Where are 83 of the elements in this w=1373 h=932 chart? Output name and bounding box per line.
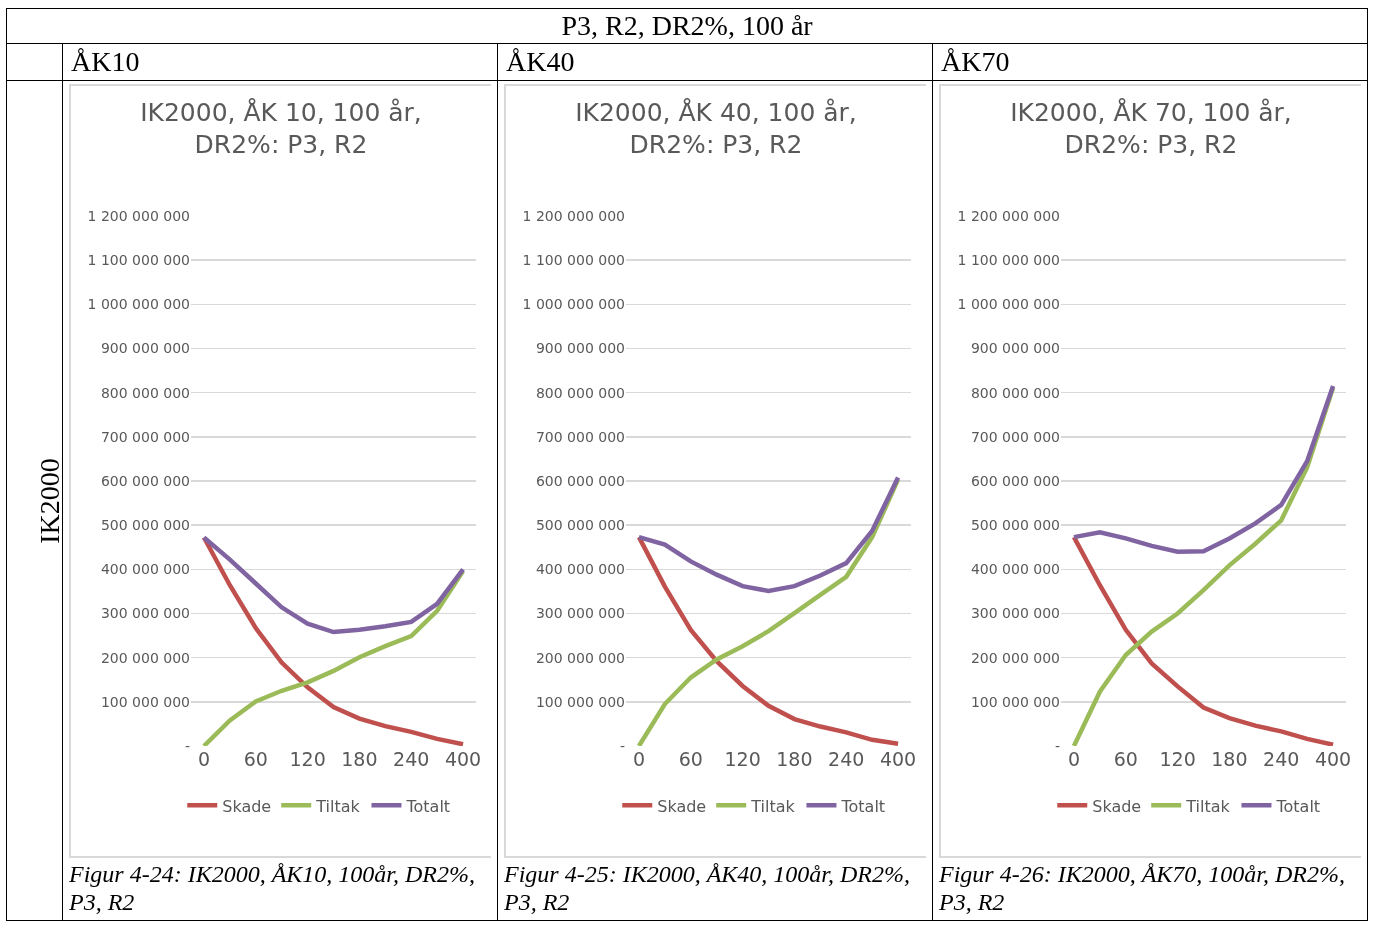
y-tick-label: 900 000 000 [970,340,1060,357]
text: P3, R2, DR2%, 100 år [6,8,1368,44]
chart-title: IK2000, ÅK 40, 100 år, DR2%: P3, R2 [575,97,857,160]
legend-label: Totalt [840,796,886,816]
y-tick-label: 700 000 000 [100,428,190,445]
legend-label: Tiltak [1185,796,1231,816]
y-tick-label: 100 000 000 [535,693,625,710]
x-tick-label: 120 [289,748,326,770]
y-tick-label: 400 000 000 [100,561,190,578]
x-tick-label: 240 [1263,748,1300,770]
y-tick-label: 1 100 000 000 [957,252,1060,269]
x-tick-label: 240 [393,748,430,770]
x-tick-label: 0 [197,748,210,770]
y-tick-label: 500 000 000 [535,517,625,534]
y-tick-label: 700 000 000 [535,428,625,445]
x-tick-label: 120 [1159,748,1196,770]
line-series [1071,534,1336,746]
y-tick-label: 500 000 000 [970,517,1060,534]
y-tick-label: 300 000 000 [970,605,1060,622]
x-tick-label: 60 [243,748,268,770]
y-tick-label: 100 000 000 [100,693,190,710]
line-series [1071,383,1336,554]
y-tick-label: 600 000 000 [100,472,190,489]
line-series [636,475,901,594]
legend-label: Skade [222,796,272,816]
x-tick-label: 400 [444,748,482,770]
x-tick-label: 400 [879,748,917,770]
y-tick-label: 200 000 000 [970,649,1060,666]
x-tick-label: 400 [1314,748,1352,770]
y-tick-label: 800 000 000 [970,384,1060,401]
y-tick-label: - [619,737,625,754]
y-tick-label: 400 000 000 [535,561,625,578]
text: Figur 4-26: IK2000, ÅK70, 100år, DR2%, P3, R2 [938,860,1346,917]
line-series [201,535,466,746]
text: IK2000 [33,457,66,544]
y-tick-label: 900 000 000 [100,340,190,357]
y-tick-label: 400 000 000 [970,561,1060,578]
chart-title: IK2000, ÅK 10, 100 år, DR2%: P3, R2 [140,97,422,160]
y-tick-label: 800 000 000 [100,384,190,401]
y-tick-label: 200 000 000 [535,649,625,666]
x-tick-label: 240 [828,748,865,770]
legend-label: Skade [1092,796,1142,816]
y-tick-label: 1 200 000 000 [87,207,190,224]
y-tick-label: 1 100 000 000 [87,252,190,269]
line-series [636,534,901,746]
y-tick-label: 1 000 000 000 [957,296,1060,313]
legend-label: Tiltak [750,796,796,816]
x-tick-label: 180 [341,748,378,770]
text: ÅK40 [497,43,933,81]
x-tick-label: 120 [724,748,761,770]
y-tick-label: 1 200 000 000 [957,207,1060,224]
y-tick-label: 1 200 000 000 [522,207,625,224]
y-tick-label: 600 000 000 [535,472,625,489]
x-tick-label: 180 [1211,748,1248,770]
legend-label: Totalt [405,796,451,816]
y-tick-label: 1 000 000 000 [87,296,190,313]
y-tick-label: 900 000 000 [535,340,625,357]
y-tick-label: - [184,737,190,754]
x-tick-label: 180 [776,748,813,770]
y-tick-label: 1 000 000 000 [522,296,625,313]
x-tick-label: 60 [1113,748,1138,770]
x-tick-label: 0 [632,748,645,770]
text: Figur 4-24: IK2000, ÅK10, 100år, DR2%, P3, R2 [68,860,476,917]
line-series [201,535,466,635]
y-tick-label: 700 000 000 [970,428,1060,445]
chart-title: IK2000, ÅK 70, 100 år, DR2%: P3, R2 [1010,97,1292,160]
text: ÅK70 [932,43,1368,81]
text: Figur 4-25: IK2000, ÅK40, 100år, DR2%, P3, R2 [503,860,911,917]
legend-label: Tiltak [315,796,361,816]
y-tick-label: 800 000 000 [535,384,625,401]
y-tick-label: 300 000 000 [535,605,625,622]
y-tick-label: 1 100 000 000 [522,252,625,269]
x-tick-label: 60 [678,748,703,770]
x-tick-label: 0 [1067,748,1080,770]
y-tick-label: 500 000 000 [100,517,190,534]
legend-label: Skade [657,796,707,816]
y-tick-label: - [1054,737,1060,754]
y-tick-label: 300 000 000 [100,605,190,622]
text: ÅK10 [62,43,498,81]
y-tick-label: 600 000 000 [970,472,1060,489]
legend-label: Totalt [1275,796,1321,816]
y-tick-label: 200 000 000 [100,649,190,666]
y-tick-label: 100 000 000 [970,693,1060,710]
